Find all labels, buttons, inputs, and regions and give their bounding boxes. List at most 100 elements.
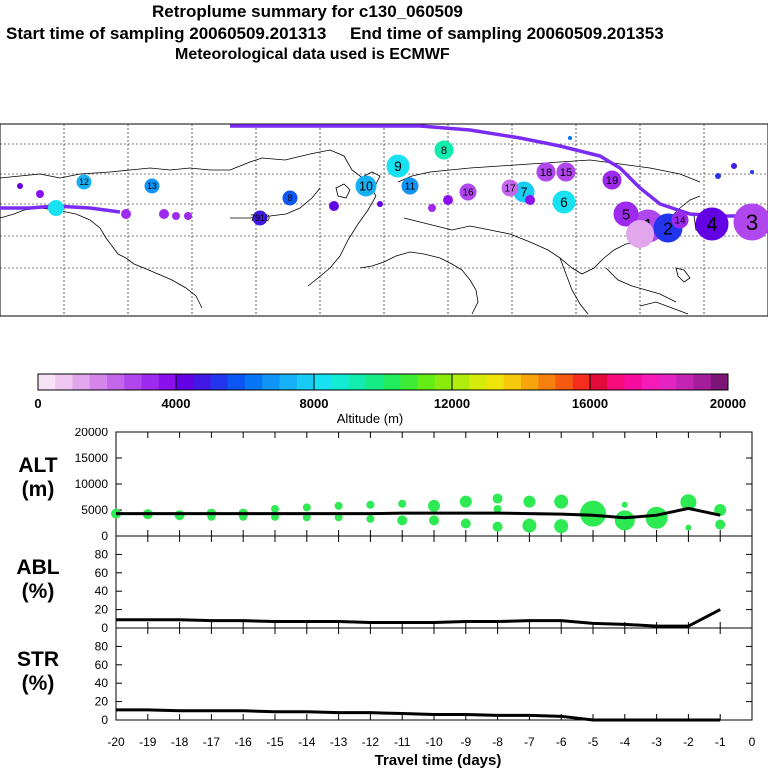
marker-circle — [144, 178, 160, 194]
x-axis-labels: -20 -19 -18 -17 -16 -15 -14 -13 -12 -11 -10 -9 -8 -7-… — [107, 735, 755, 768]
colorbar-tick-label: 16000 — [572, 396, 608, 411]
alt-point — [645, 506, 668, 529]
colorbar-cell — [624, 374, 643, 390]
alt-point — [302, 513, 311, 522]
colorbar-cell — [107, 374, 125, 390]
x-tick-label: -4 — [619, 735, 630, 749]
colorbar-cell — [279, 374, 298, 390]
alt-point — [492, 521, 503, 532]
x-tick-label: -6 — [556, 735, 567, 749]
colorbar-cell — [124, 374, 142, 390]
panel-ylabel: (%) — [22, 580, 55, 603]
y-tick-label: 0 — [101, 713, 108, 727]
x-tick-label: -8 — [492, 735, 503, 749]
alt-point — [523, 495, 536, 508]
marker-circle — [552, 190, 576, 214]
colorbar-cell — [314, 374, 332, 390]
trajectory-dot — [568, 136, 572, 140]
panel-ylabel: (%) — [22, 672, 55, 695]
colorbar-cell — [89, 374, 108, 390]
x-tick-label: -14 — [298, 735, 316, 749]
y-tick-label: 60 — [95, 566, 109, 580]
marker-circle — [459, 183, 477, 201]
x-tick-label: -12 — [362, 735, 380, 749]
alt-mean-line — [116, 506, 721, 520]
panel-ylabel: STR — [17, 648, 59, 671]
y-tick-label: 20 — [95, 695, 109, 709]
marker-label: 4 — [706, 214, 717, 236]
colorbar-cell — [641, 374, 660, 390]
alt-point — [429, 515, 439, 526]
y-tick-label: 0 — [101, 529, 108, 543]
colorbar-cell — [72, 374, 91, 390]
x-tick-label: -7 — [524, 735, 535, 749]
colorbar-tick-label: 12000 — [434, 396, 470, 411]
marker-circle — [386, 154, 410, 178]
trajectory-dot — [159, 209, 169, 219]
trajectory-marker: 4 — [695, 207, 729, 241]
sampling-times: Start time of sampling 20060509.201313 E… — [6, 24, 664, 43]
trajectory-marker: 12 — [76, 174, 92, 190]
trajectory-marker: 9 — [386, 154, 410, 178]
marker-label: 19 — [606, 175, 619, 187]
y-tick-label: 5000 — [81, 503, 108, 517]
colorbar-tick-label: 20000 — [710, 396, 746, 411]
trajectory-dot — [731, 163, 737, 169]
marker-label: 9 — [394, 159, 402, 174]
trajectory-marker: 7910 — [250, 210, 270, 226]
colorbar-cell — [590, 374, 608, 390]
marker-circle — [695, 207, 729, 241]
marker-label: 8 — [288, 193, 293, 203]
marker-circle — [76, 174, 92, 190]
colorbar-cell — [210, 374, 229, 390]
marker-label: 16 — [462, 188, 474, 199]
x-tick-label: -5 — [588, 735, 599, 749]
alt-point — [334, 513, 343, 522]
colorbar-cell — [331, 374, 349, 390]
y-tick-label: 40 — [95, 584, 109, 598]
colorbar-cell — [607, 374, 625, 390]
y-tick-label: 60 — [95, 658, 109, 672]
alt-point — [366, 514, 375, 523]
alt-point — [554, 519, 569, 534]
colorbar-cell — [262, 374, 280, 390]
colorbar-cell — [693, 374, 712, 390]
abl-line — [116, 608, 721, 628]
marker-circle — [501, 179, 519, 197]
x-tick-label: -9 — [460, 735, 471, 749]
trajectory-dot — [48, 200, 64, 216]
colorbar-cell — [469, 374, 487, 390]
marker-circle — [536, 162, 556, 182]
colorbar-cell — [193, 374, 211, 390]
marker-label: 7 — [521, 186, 528, 200]
trajectory-marker: 15 — [556, 162, 576, 182]
colorbar-cell — [538, 374, 556, 390]
alt-point — [334, 501, 343, 510]
trajectory-dot — [525, 195, 535, 205]
marker-label: 7910 — [250, 213, 270, 223]
alt-point — [714, 504, 727, 516]
trajectory-marker: 14 — [671, 211, 689, 229]
trajectory-dot — [715, 173, 721, 179]
alt-point — [428, 499, 440, 512]
trajectory-marker: 19 — [602, 170, 622, 190]
trajectory-marker: 5 — [613, 201, 639, 227]
colorbar-cell — [383, 374, 401, 390]
colorbar-tick-label: 0 — [34, 396, 41, 411]
marker-circle — [671, 211, 689, 229]
marker-label: 18 — [540, 167, 553, 179]
trajectory-marker: 6 — [552, 190, 576, 214]
colorbar-cell — [417, 374, 436, 390]
trajectory-dot — [377, 201, 383, 207]
trajectory-marker: 13 — [144, 178, 160, 194]
trajectory-dot — [121, 209, 131, 219]
colorbar-cell — [296, 374, 315, 390]
marker-label: 2 — [663, 218, 673, 238]
colorbar-cell — [365, 374, 384, 390]
panel-abl: 0 20 40 60 80 ABL(%) — [16, 535, 753, 635]
marker-circle — [282, 190, 298, 206]
marker-circle — [613, 201, 639, 227]
alt-point — [614, 510, 635, 531]
trajectory-marker: 11 — [401, 177, 419, 195]
